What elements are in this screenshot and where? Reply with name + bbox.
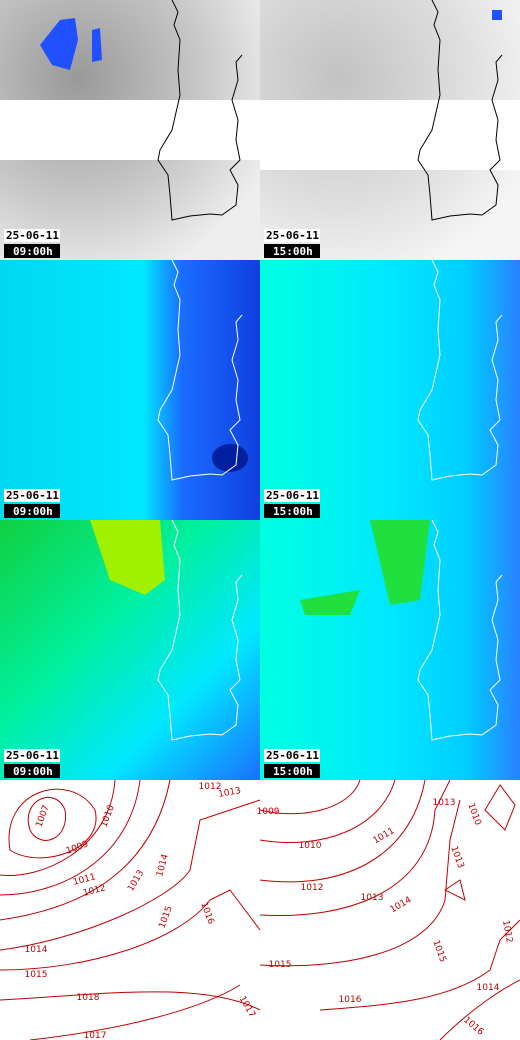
isobar-label: 1009 xyxy=(257,807,280,817)
isobar-label: 1010 xyxy=(299,841,322,851)
date-box xyxy=(264,489,320,502)
isobar-label: 1013 xyxy=(126,869,146,894)
isobar-label: 1013 xyxy=(433,798,456,808)
isobar-label: 1013 xyxy=(218,786,242,800)
date-label: 25-06-11 xyxy=(6,229,59,242)
isobar-label: 1012 xyxy=(82,883,107,899)
isobar-label: 1012 xyxy=(199,782,222,792)
panel-clouds-1500 xyxy=(260,0,520,260)
time-label: 09:00h xyxy=(13,765,53,778)
date-label: 25-06-11 xyxy=(6,489,59,502)
date-label: 25-06-11 xyxy=(266,749,319,762)
panel-wind-0900 xyxy=(0,259,260,520)
isobar-label: 1010 xyxy=(465,802,482,827)
time-label: 09:00h xyxy=(13,505,53,518)
date-label: 25-06-11 xyxy=(266,229,319,242)
panel-gust-1500 xyxy=(260,519,520,780)
isobar-label: 1014 xyxy=(25,945,48,955)
date-box xyxy=(4,489,60,502)
isobar-label: 1016 xyxy=(198,901,215,926)
isobar-label: 1012 xyxy=(500,920,514,944)
date-box xyxy=(264,749,320,762)
isobar-label: 1017 xyxy=(84,1031,107,1040)
isobar-label: 1010 xyxy=(100,804,117,829)
isobar-label: 1013 xyxy=(448,845,465,870)
isobar-label: 1016 xyxy=(339,995,362,1005)
isobar-label: 1015 xyxy=(430,939,447,964)
time-box xyxy=(264,504,320,518)
isobar-label: 1016 xyxy=(461,1015,485,1038)
isobar-label: 1007 xyxy=(35,804,52,829)
date-label: 25-06-11 xyxy=(6,749,59,762)
date-box xyxy=(264,229,320,242)
date-box xyxy=(4,229,60,242)
panel-isobars-0900 xyxy=(0,779,261,1040)
time-labels: 25-06-11 09:00h 25-06-11 15:00h 25-06-11 09:0… xyxy=(4,229,320,778)
isobar-label: 1018 xyxy=(77,993,100,1003)
time-box xyxy=(264,764,320,778)
time-box xyxy=(264,244,320,258)
isobar-label: 1015 xyxy=(269,960,292,970)
panel-gust-0900 xyxy=(0,519,260,780)
isobar-label: 1015 xyxy=(25,970,48,980)
isobar-label: 1009 xyxy=(65,839,90,856)
date-box xyxy=(4,749,60,762)
panel-clouds-0900 xyxy=(0,0,260,260)
time-label: 15:00h xyxy=(273,765,313,778)
isobar-label: 1011 xyxy=(372,826,397,846)
isobar-label: 1014 xyxy=(155,853,171,878)
time-label: 15:00h xyxy=(273,505,313,518)
time-box xyxy=(4,764,60,778)
isobar-label: 1013 xyxy=(361,893,384,903)
panel-isobars-1500 xyxy=(259,779,520,1040)
isobar-label: 1015 xyxy=(158,905,175,930)
time-label: 15:00h xyxy=(273,245,313,258)
isobar-label: 1014 xyxy=(389,895,414,915)
time-box xyxy=(4,504,60,518)
isobar-label: 1012 xyxy=(301,883,324,893)
isobar-label: 1014 xyxy=(477,983,500,993)
panel-wind-1500 xyxy=(260,259,520,520)
time-box xyxy=(4,244,60,258)
date-label: 25-06-11 xyxy=(266,489,319,502)
time-label: 09:00h xyxy=(13,245,53,258)
